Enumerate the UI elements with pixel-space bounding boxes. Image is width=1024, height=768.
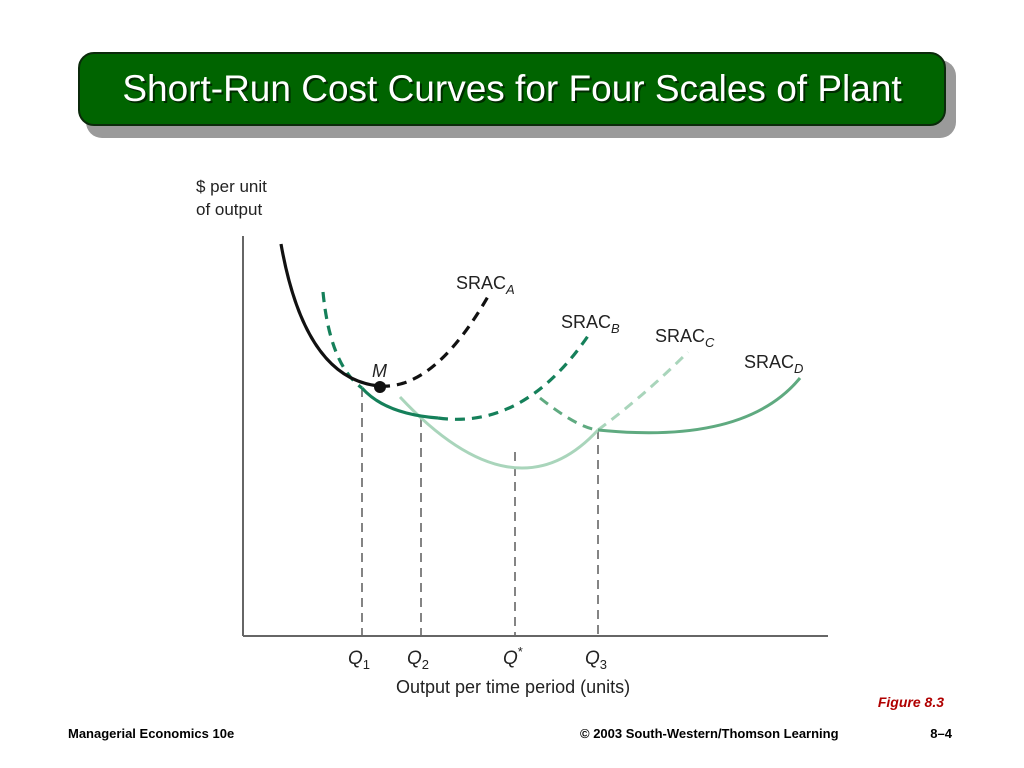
x-axis-label: Output per time period (units)	[396, 677, 630, 697]
srac-c-label: SRACC	[655, 326, 715, 350]
srac-d-dashed-segment	[539, 396, 599, 432]
srac-b-solid-segment	[360, 386, 439, 420]
srac-c-dashed-segment	[597, 350, 690, 432]
q3-label: Q3	[585, 648, 607, 672]
srac-d-label: SRACD	[744, 352, 803, 376]
y-axis-label-line2: of output	[196, 200, 262, 219]
figure-label: Figure 8.3	[877, 694, 944, 710]
title-bar: Short-Run Cost Curves for Four Scales of…	[78, 52, 946, 126]
srac-a-dashed-segment	[379, 292, 492, 388]
footer-copyright: © 2003 South-Western/Thomson Learning	[580, 726, 839, 741]
srac-c-solid-segment	[398, 395, 600, 470]
point-m-marker	[374, 381, 386, 393]
srac-a-solid-segment	[279, 243, 381, 388]
srac-a-label: SRACA	[456, 273, 515, 297]
srac-b-dashed-right-segment	[437, 332, 592, 421]
footer-page-number: 8–4	[930, 726, 952, 741]
srac-b-label: SRACB	[561, 312, 620, 336]
y-axis-label-line1: $ per unit	[196, 177, 267, 196]
q2-label: Q2	[407, 648, 429, 672]
q1-label: Q1	[348, 648, 370, 672]
srac-d-solid-segment	[597, 377, 802, 435]
point-m-label: M	[372, 361, 387, 381]
qstar-label: Q*	[503, 644, 523, 669]
footer-book-title: Managerial Economics 10e	[68, 726, 235, 741]
slide-title: Short-Run Cost Curves for Four Scales of…	[122, 68, 902, 109]
